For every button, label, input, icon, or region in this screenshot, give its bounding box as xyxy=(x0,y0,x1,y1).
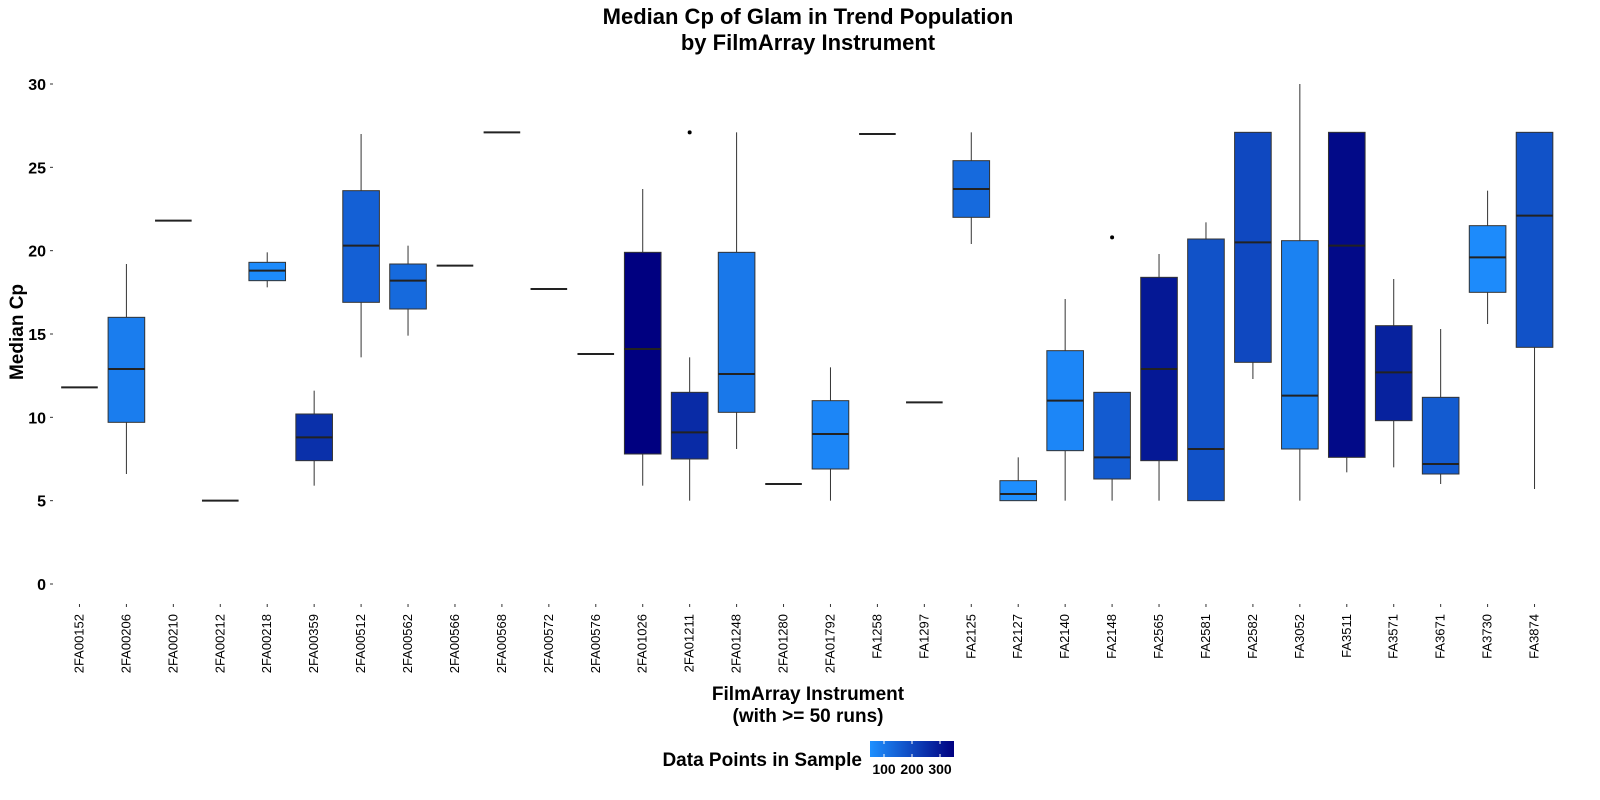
box-fa2148 xyxy=(1093,235,1131,501)
outlier-point xyxy=(687,130,692,135)
x-tick-label: FA2148 xyxy=(1104,614,1119,659)
box-2fa00218 xyxy=(248,252,287,288)
x-tick-label: 2FA00212 xyxy=(212,614,227,673)
x-tick-label: 2FA00576 xyxy=(588,614,603,673)
box-fa2127 xyxy=(999,457,1038,502)
y-tick-label: 30 xyxy=(28,77,46,94)
x-tick-label: FA1258 xyxy=(869,614,884,659)
x-tick-label: 2FA01792 xyxy=(822,614,837,673)
iqr-box xyxy=(1234,131,1272,363)
x-tick-label: FA3671 xyxy=(1433,614,1448,659)
x-tick-label: FA1297 xyxy=(916,614,931,659)
x-tick-label: FA2565 xyxy=(1151,614,1166,659)
iqr-box xyxy=(1421,396,1460,475)
iqr-box xyxy=(1515,131,1554,348)
y-tick-label: 0 xyxy=(37,577,46,594)
x-tick-label: FA2581 xyxy=(1198,614,1213,659)
x-tick-label: 2FA00152 xyxy=(71,614,86,673)
box-fa2565 xyxy=(1140,254,1178,501)
y-tick-label: 10 xyxy=(28,410,46,427)
iqr-box xyxy=(1187,238,1225,502)
chart-title-line-1: Median Cp of Glam in Trend Population xyxy=(603,4,1014,29)
box-fa3671 xyxy=(1421,329,1460,484)
x-axis: 2FA00152 2FA00206 2FA00210 2FA00212 2FA00218… xyxy=(71,604,1542,673)
y-tick-label: 20 xyxy=(28,244,46,261)
legend: Data Points in Sample 100 200 300 xyxy=(662,741,954,777)
box-fa2582 xyxy=(1234,131,1272,379)
y-tick-label: 15 xyxy=(28,327,46,344)
x-tick-label: FA3052 xyxy=(1292,614,1307,659)
box-2fa00206 xyxy=(107,264,146,474)
box-2fa00359 xyxy=(295,390,333,486)
iqr-box xyxy=(389,263,427,310)
chart-title-line-2: by FilmArray Instrument xyxy=(681,30,936,55)
iqr-box xyxy=(623,251,662,455)
box-fa3730 xyxy=(1468,190,1507,324)
box-fa3511 xyxy=(1327,131,1366,473)
y-axis: 0 5 10 15 20 25 30 xyxy=(28,77,53,594)
x-tick-label: 2FA01248 xyxy=(729,614,744,673)
x-tick-label: FA3874 xyxy=(1527,614,1542,659)
x-tick-label: FA3730 xyxy=(1480,614,1495,659)
x-tick-label: 2FA00210 xyxy=(165,614,180,673)
box-fa3571 xyxy=(1374,279,1413,468)
x-tick-label: 2FA00568 xyxy=(494,614,509,673)
iqr-box xyxy=(999,480,1038,502)
x-tick-label: 2FA00359 xyxy=(306,614,321,673)
x-tick-label: FA2125 xyxy=(963,614,978,659)
box-2fa01248 xyxy=(717,132,756,449)
x-axis-title-line-1: FilmArray Instrument xyxy=(712,684,905,705)
box-fa2125 xyxy=(952,132,991,244)
box-2fa01211 xyxy=(670,130,709,501)
x-tick-label: FA3511 xyxy=(1339,614,1354,658)
x-tick-label: FA2582 xyxy=(1245,614,1260,659)
iqr-box xyxy=(1468,225,1507,293)
x-tick-label: FA2140 xyxy=(1057,614,1072,659)
legend-colorbar xyxy=(870,741,954,757)
box-2fa00512 xyxy=(342,134,380,358)
box-2fa00562 xyxy=(389,245,427,336)
x-tick-label: 2FA00206 xyxy=(118,614,133,673)
x-tick-label: 2FA00562 xyxy=(400,614,415,673)
outlier-point xyxy=(1110,235,1115,240)
box-2fa01792 xyxy=(811,367,850,501)
box-fa3052 xyxy=(1281,84,1319,501)
x-tick-label: 2FA00566 xyxy=(447,614,462,673)
x-tick-label: 2FA01026 xyxy=(635,614,650,673)
x-tick-label: 2FA00512 xyxy=(353,614,368,673)
iqr-box xyxy=(1093,391,1131,480)
iqr-box xyxy=(717,251,756,413)
legend-tick-label: 200 xyxy=(900,761,924,777)
box-fa3874 xyxy=(1515,131,1554,489)
x-tick-label: FA3571 xyxy=(1386,614,1401,659)
legend-tick-label: 100 xyxy=(872,761,896,777)
y-axis-title: Median Cp xyxy=(7,284,28,380)
legend-ticks: 100 200 300 xyxy=(872,741,952,777)
x-tick-label: FA2127 xyxy=(1010,614,1025,659)
iqr-box xyxy=(1281,240,1319,450)
x-tick-label: 2FA00572 xyxy=(541,614,556,673)
legend-tick-label: 300 xyxy=(928,761,952,777)
x-tick-label: 2FA01280 xyxy=(776,614,791,673)
y-tick-label: 25 xyxy=(28,160,46,177)
x-axis-title-line-2: (with >= 50 runs) xyxy=(733,706,884,727)
box-fa2581 xyxy=(1187,222,1225,502)
y-tick-label: 5 xyxy=(37,494,46,511)
iqr-box xyxy=(1327,131,1366,458)
x-tick-label: 2FA00218 xyxy=(259,614,274,673)
plot-area xyxy=(61,84,1554,502)
legend-title: Data Points in Sample xyxy=(662,750,862,771)
iqr-box xyxy=(670,391,709,460)
box-fa2140 xyxy=(1046,299,1084,501)
box-2fa01026 xyxy=(623,189,662,486)
x-tick-label: 2FA01211 xyxy=(682,614,697,672)
